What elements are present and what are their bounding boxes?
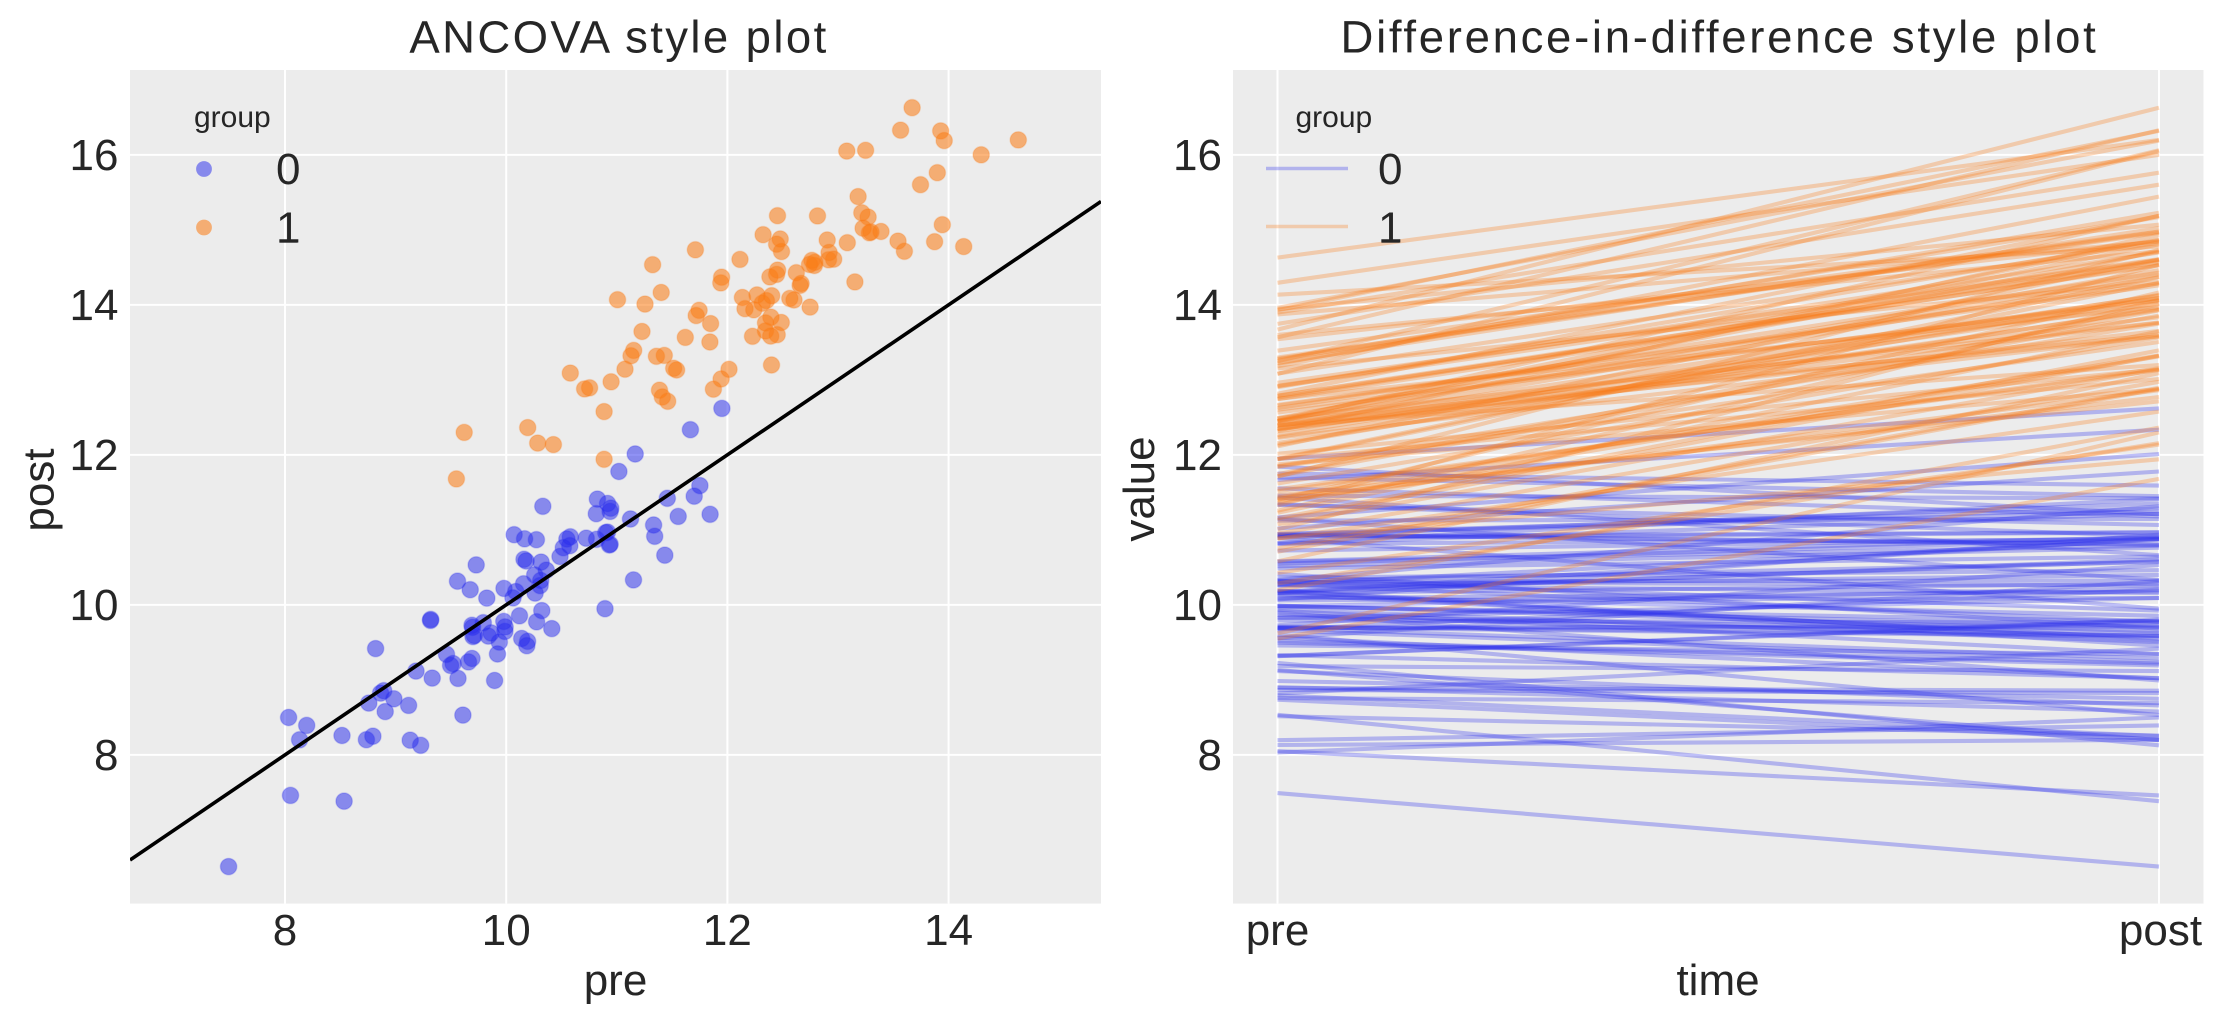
svg-text:pre: pre bbox=[1246, 906, 1310, 955]
svg-text:1: 1 bbox=[1378, 204, 1402, 253]
svg-text:12: 12 bbox=[703, 906, 752, 955]
svg-text:8: 8 bbox=[1198, 731, 1222, 780]
svg-text:post: post bbox=[15, 448, 64, 531]
svg-text:post: post bbox=[2119, 906, 2202, 955]
svg-text:ANCOVA style plot: ANCOVA style plot bbox=[409, 12, 828, 63]
svg-text:Difference-in-difference style: Difference-in-difference style plot bbox=[1341, 12, 2099, 63]
svg-text:pre: pre bbox=[584, 956, 648, 1005]
svg-text:16: 16 bbox=[1173, 131, 1222, 180]
svg-text:value: value bbox=[1115, 436, 1164, 541]
svg-text:8: 8 bbox=[94, 731, 118, 780]
svg-text:10: 10 bbox=[70, 581, 119, 630]
svg-text:12: 12 bbox=[70, 431, 119, 480]
svg-text:group: group bbox=[194, 101, 271, 134]
svg-text:8: 8 bbox=[273, 906, 297, 955]
svg-text:14: 14 bbox=[1173, 281, 1222, 330]
svg-text:12: 12 bbox=[1173, 431, 1222, 480]
svg-text:group: group bbox=[1296, 101, 1373, 134]
svg-text:16: 16 bbox=[70, 131, 119, 180]
svg-text:10: 10 bbox=[482, 906, 531, 955]
svg-text:time: time bbox=[1676, 956, 1759, 1005]
svg-text:1: 1 bbox=[276, 204, 300, 253]
svg-text:0: 0 bbox=[1378, 145, 1402, 194]
svg-text:14: 14 bbox=[924, 906, 973, 955]
svg-text:0: 0 bbox=[276, 145, 300, 194]
svg-text:14: 14 bbox=[70, 281, 119, 330]
svg-text:10: 10 bbox=[1173, 581, 1222, 630]
